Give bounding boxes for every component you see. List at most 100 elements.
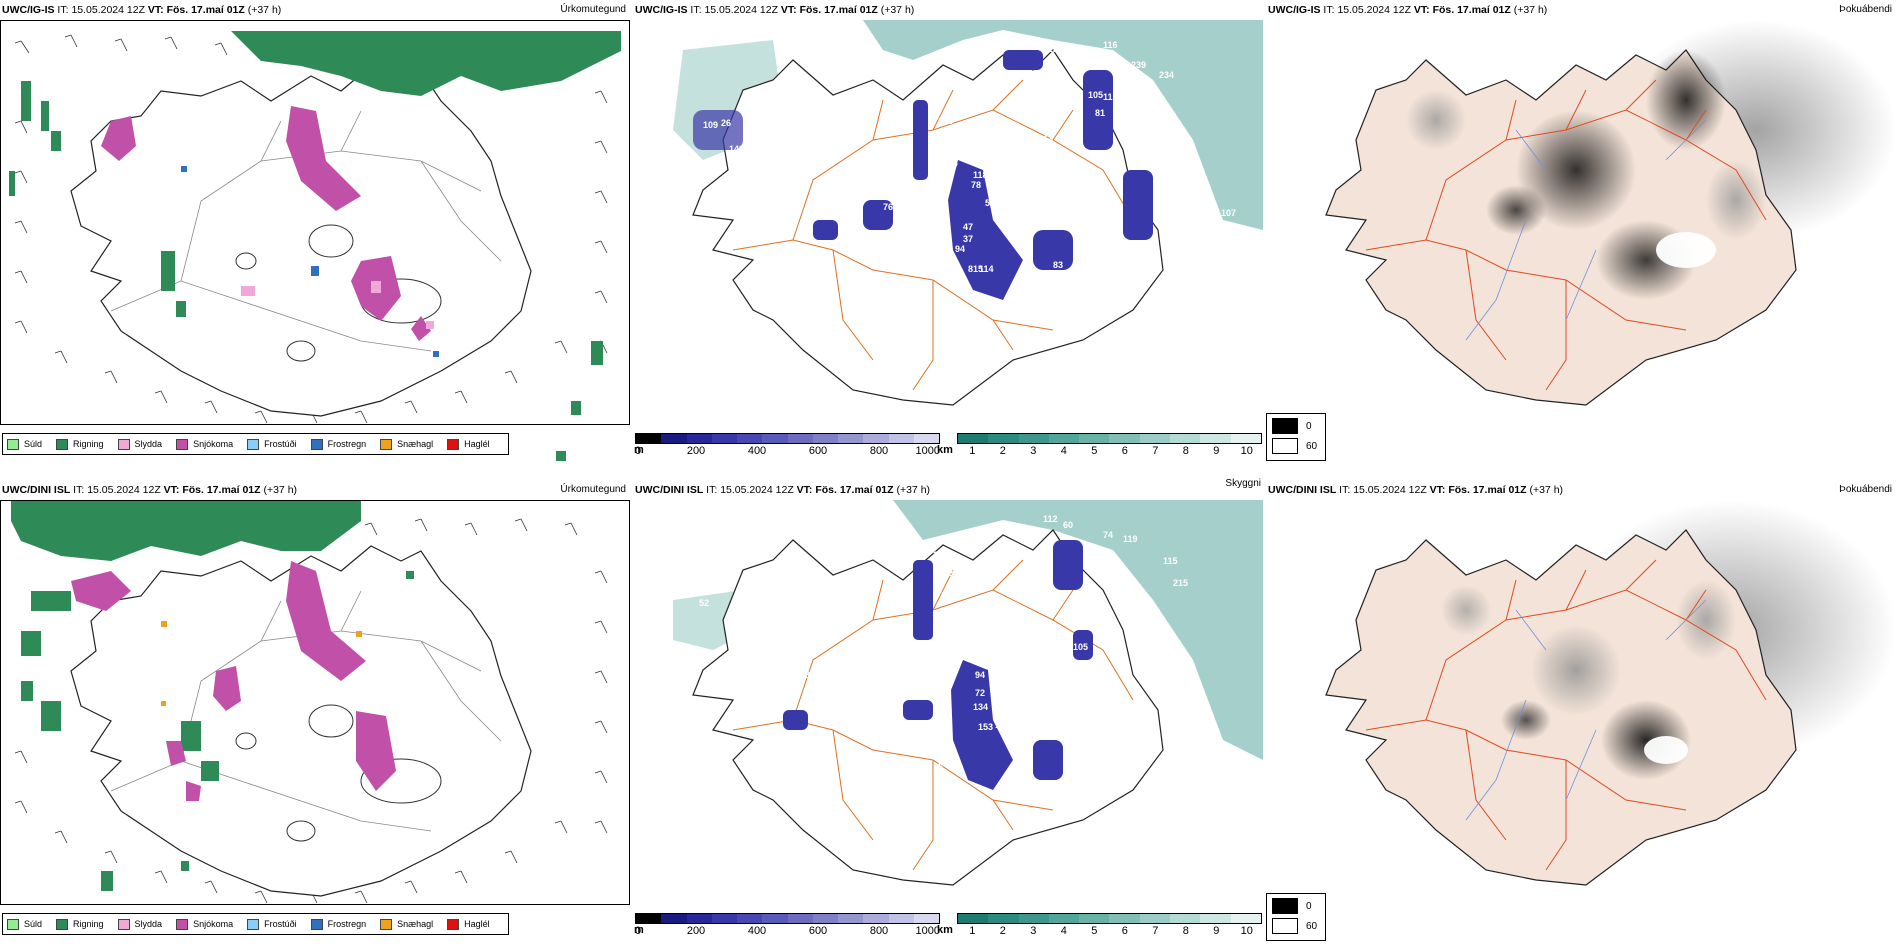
legend-swatch	[310, 438, 323, 450]
legend-swatch	[7, 918, 19, 930]
iceland-coastline	[70, 545, 532, 897]
visibility-colorbar: 1 2 3 4 5 6 7 8 9 10 km	[937, 913, 1262, 943]
visibility-value-label: 119	[1123, 534, 1138, 544]
model-name: UWC/DINI ISL	[2, 484, 71, 496]
panel-header: UWC/IG-IS IT: 15.05.2024 12Z VT: Fös. 17…	[1268, 4, 1892, 18]
colorbar-tick-label: 600	[808, 445, 828, 457]
visibility-value-label: 115	[1163, 556, 1178, 566]
visibility-value-label: 55	[933, 762, 943, 772]
visibility-value-label: 119	[1043, 44, 1058, 54]
colorbar-bin	[988, 914, 1019, 923]
roads	[1365, 79, 1767, 391]
legend-label: Súld	[24, 439, 43, 449]
visibility-value-label: 25	[688, 584, 698, 594]
colorbar-bin	[1139, 434, 1171, 443]
legend-swatch	[447, 438, 460, 450]
legend-label: Haglél	[464, 919, 490, 929]
colorbar-bin	[787, 434, 813, 443]
visibility-map[interactable]: 119 74 116 133 239 234 105 115 81 92 107 84 136 188 13…	[633, 20, 1263, 425]
legend-item: Slydda	[117, 438, 162, 450]
visibility-labels: 119 74 116 133 239 234 105 115 81 92 107 84 136 188 13…	[673, 40, 1236, 290]
product-type: Skyggni	[1225, 478, 1261, 489]
colorbar-bin	[661, 434, 687, 443]
visibility-value-label: 119	[1193, 232, 1208, 242]
visibility-map[interactable]: 112 60 74 119 115 215 133 125 160 16 120 56 757 105 94…	[633, 500, 1263, 905]
visibility-value-label: 76	[883, 202, 893, 212]
init-time: 15.05.2024 12Z	[704, 4, 778, 16]
fog-dark-patches	[1406, 50, 1766, 300]
visibility-value-label: 125	[943, 568, 958, 578]
legend-label: Rigning	[73, 919, 104, 929]
precip-type-legend: Súld Rigning Slydda Snjókoma Frostúði Frostre…	[2, 913, 509, 935]
fog-dark-patches	[1441, 580, 1736, 780]
legend-label: Haglél	[464, 439, 490, 449]
colorbar-bin	[711, 434, 737, 443]
visibility-value-label: 149	[729, 144, 744, 154]
visibility-value-label: 37	[963, 234, 973, 244]
colorbar-bin	[958, 914, 989, 923]
colorbar-tick-label: 7	[1152, 445, 1159, 457]
valid-time: Fös. 17.maí 01Z	[799, 4, 878, 16]
glaciers	[235, 224, 442, 362]
colorbar-tick-label: 6	[1121, 925, 1128, 937]
panel-header: UWC/DINI ISL IT: 15.05.2024 12Z VT: Fös.…	[2, 484, 626, 498]
visibility-value-label: 116	[1103, 40, 1118, 50]
model-name: UWC/IG-IS	[2, 4, 55, 16]
legend-swatch	[447, 918, 460, 930]
visibility-value-label: 116	[895, 222, 910, 232]
colorbar-bin	[958, 434, 989, 443]
colorbar-tick-label: 800	[869, 445, 889, 457]
fog-index-map[interactable]	[1266, 500, 1896, 905]
fog-key-label: 0	[1306, 420, 1312, 432]
visibility-value-label: 74	[1103, 530, 1113, 540]
visibility-value-label: 153	[978, 722, 993, 732]
visibility-value-label: 188	[929, 140, 944, 150]
visibility-value-label: 94	[975, 670, 985, 680]
visibility-value-label: 74	[1073, 44, 1083, 54]
legend-item: Súld	[7, 438, 43, 450]
colorbar-bin	[1170, 434, 1201, 443]
visibility-value-label: 757	[973, 650, 988, 660]
colorbar-bin	[888, 914, 914, 923]
legend-item: Snjókoma	[176, 918, 233, 930]
legend-swatch	[247, 438, 260, 450]
visibility-value-label: 132	[843, 680, 858, 690]
product-type: Úrkomutegund	[560, 4, 626, 15]
colorbar-tick-label: 1	[969, 445, 976, 457]
low-cloud-patches	[783, 540, 1093, 790]
legend-label: Frostregn	[327, 919, 367, 929]
colorbar-tick-label: 4	[1060, 925, 1067, 937]
fog-key-swatch-light	[1272, 918, 1298, 934]
legend-item: Frostúði	[247, 918, 297, 930]
colorbar-bin	[686, 434, 712, 443]
visibility-value-label: 105	[1088, 90, 1103, 100]
precip-type-map[interactable]	[0, 20, 630, 461]
model-name: UWC/DINI ISL	[635, 484, 704, 496]
colorbar-tick-label: 400	[747, 445, 767, 457]
precip-map-svg	[11, 501, 608, 904]
panel-header: UWC/IG-IS IT: 15.05.2024 12Z VT: Fös. 17…	[2, 4, 626, 18]
colorbar-bin	[1018, 434, 1049, 443]
legend-item: Haglél	[447, 438, 490, 450]
valid-time: Fös. 17.maí 01Z	[182, 484, 261, 496]
it-label: IT:	[1339, 484, 1351, 496]
visibility-value-label: 136	[938, 116, 953, 126]
visibility-value-label: 32	[863, 682, 873, 692]
visibility-value-label: 234	[1159, 70, 1174, 80]
colorbar-tick-label: 5	[1091, 925, 1098, 937]
visibility-value-label: 92	[888, 718, 898, 728]
fog-map-svg	[1325, 500, 1896, 886]
visibility-value-label: 128	[938, 778, 953, 788]
product-type: Þokuábendi	[1839, 484, 1892, 495]
precip-type-map[interactable]	[0, 500, 630, 905]
fog-key-swatch-light	[1272, 438, 1298, 454]
colorbar-tick-label: 800	[869, 925, 889, 937]
colorbar-bin	[636, 434, 662, 443]
colorbar-bin	[988, 434, 1019, 443]
visibility-value-label: 118	[973, 170, 988, 180]
fog-index-map[interactable]	[1266, 20, 1896, 425]
colorbar-tick-label: 5	[1091, 445, 1098, 457]
init-time: 15.05.2024 12Z	[71, 4, 145, 16]
legend-item: Rigning	[56, 438, 104, 450]
product-type: Úrkomutegund	[560, 484, 626, 495]
